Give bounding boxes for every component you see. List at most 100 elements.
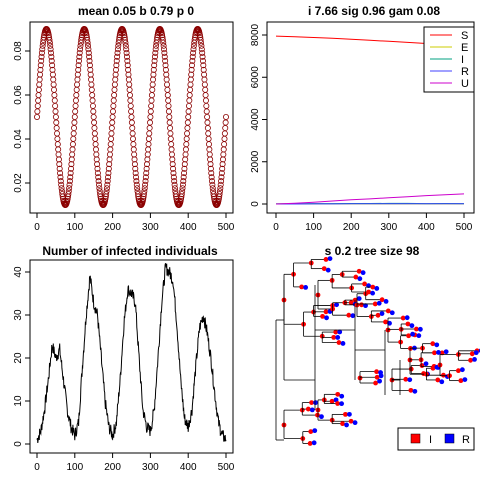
data-point (85, 46, 92, 53)
data-point (160, 39, 167, 46)
legend-label-S: S (461, 30, 468, 42)
data-point (86, 57, 93, 64)
panel-3-y-tick-label: 20 (13, 352, 24, 364)
data-point (66, 178, 73, 185)
tree-node-recovered (337, 329, 343, 335)
data-point (153, 36, 160, 43)
data-point (48, 53, 55, 60)
data-point (198, 42, 205, 49)
data-point (108, 125, 115, 132)
panel-1-y-tick-label: 0.02 (13, 173, 24, 193)
tree-node-infected (336, 340, 342, 345)
data-point (142, 181, 149, 188)
legend-recovered-label: R (462, 434, 470, 446)
panel-3-title: Number of infected individuals (42, 244, 218, 258)
data-point (50, 81, 57, 88)
data-point (74, 76, 81, 83)
data-point (110, 102, 117, 109)
data-point (110, 97, 117, 104)
legend-label-R: R (461, 66, 469, 78)
tree-node-recovered (311, 440, 317, 446)
data-point (95, 181, 102, 188)
data-point (70, 130, 77, 137)
data-point (39, 42, 46, 49)
data-point (51, 86, 58, 93)
tree-node-infected (375, 312, 381, 318)
data-point (58, 181, 65, 188)
data-point (74, 71, 81, 78)
data-point (39, 46, 46, 53)
data-point (147, 108, 154, 115)
tree-node-recovered (325, 267, 331, 273)
legend-infected-label: I (429, 434, 432, 446)
data-point (122, 42, 129, 49)
data-point (216, 191, 223, 198)
data-point (166, 119, 173, 126)
data-point (129, 130, 136, 137)
data-point (209, 185, 216, 192)
data-point (146, 130, 153, 137)
panel-1-x-tick-label: 400 (180, 222, 197, 233)
data-point (51, 92, 58, 99)
data-point (114, 49, 121, 56)
data-point (132, 165, 139, 172)
data-point (164, 92, 171, 99)
tree-node-infected (323, 309, 329, 315)
panel-2-title: i 7.66 sig 0.96 gam 0.08 (308, 4, 440, 18)
data-point (69, 151, 76, 158)
data-point (56, 165, 63, 172)
tree-node-recovered (439, 379, 445, 385)
data-point (149, 86, 156, 93)
data-point (69, 141, 76, 148)
panel-1-y-tick-label: 0.06 (13, 85, 24, 105)
data-point (202, 86, 209, 93)
data-point (102, 195, 109, 202)
data-point (123, 46, 130, 53)
data-point (151, 53, 158, 60)
tree-node-infected (348, 418, 354, 424)
data-point (204, 125, 211, 132)
data-point (90, 114, 97, 121)
panel-3-y-tick-label: 10 (13, 395, 24, 407)
data-point (122, 36, 129, 43)
data-point (189, 53, 196, 60)
panel-1-y-tick-label: 0.04 (13, 129, 24, 149)
data-point (183, 141, 190, 148)
data-point (200, 62, 207, 69)
data-point (116, 36, 123, 43)
data-point (65, 191, 72, 198)
panel-3-x-tick-label: 500 (218, 462, 235, 473)
data-point (54, 135, 61, 142)
data-point (221, 130, 228, 137)
tree-node-infected (383, 319, 388, 325)
tree-node-recovered (389, 310, 395, 316)
data-point (208, 170, 215, 177)
data-point (148, 92, 155, 99)
data-point (217, 181, 224, 188)
data-point (190, 46, 197, 53)
data-point (150, 76, 157, 83)
legend-label-U: U (461, 78, 469, 90)
data-point (93, 151, 100, 158)
tree-node-infected (430, 341, 436, 347)
tree-node-infected (333, 329, 339, 335)
data-point (145, 135, 152, 142)
tree-node-recovered (309, 407, 315, 413)
tree-node-infected (372, 301, 378, 307)
data-point (159, 36, 166, 43)
data-point (162, 62, 169, 69)
data-point (161, 49, 168, 56)
data-point (132, 170, 139, 177)
data-point (76, 53, 83, 60)
data-point (47, 42, 54, 49)
panel-3-x-tick-label: 400 (180, 462, 197, 473)
data-point (91, 119, 98, 126)
data-point (38, 57, 45, 64)
legend-infected-swatch (410, 433, 421, 444)
data-point (55, 156, 62, 163)
data-point (52, 102, 59, 109)
data-point (88, 76, 95, 83)
panel-2-y-tick-label: 0 (250, 201, 261, 207)
data-point (141, 185, 148, 192)
